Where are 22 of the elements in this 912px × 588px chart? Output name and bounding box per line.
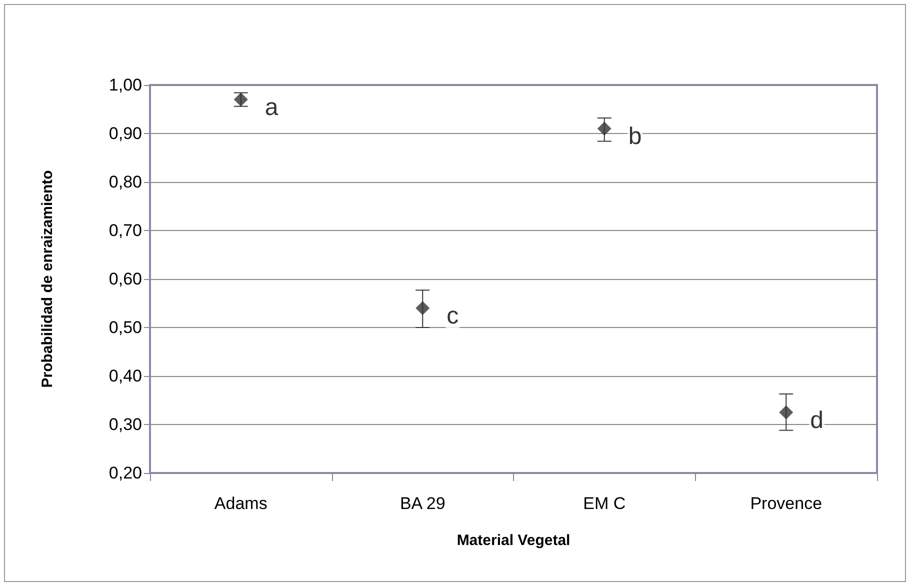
- point: [597, 122, 612, 136]
- x-tick-label: Provence: [750, 494, 822, 513]
- point: [416, 301, 430, 316]
- y-tick-label: 0,30: [108, 415, 142, 434]
- y-tick-label: 0,60: [108, 270, 142, 288]
- y-tick-label: 0,70: [108, 221, 142, 240]
- y-tick-label: 0,80: [108, 172, 142, 192]
- y-tick-label: 0,90: [108, 124, 142, 143]
- x-tick-label: Adams: [214, 494, 268, 513]
- x-tick-label: BA 29: [400, 494, 446, 513]
- y-tick-label: 0,50: [108, 318, 142, 337]
- y-axis-title: Probabilidad de enraizamiento: [39, 170, 56, 388]
- annotation: c: [446, 302, 459, 330]
- y-tick-label: 0,40: [108, 366, 142, 386]
- point: [779, 405, 794, 420]
- x-tick-label: EM C: [583, 494, 626, 513]
- x-axis-title: Material Vegetal: [456, 532, 570, 549]
- y-tick-label: 0,20: [108, 464, 142, 482]
- y-tick-label: 1,00: [108, 76, 142, 94]
- annotation: a: [264, 94, 279, 122]
- annotation: b: [628, 123, 642, 150]
- annotation: d: [810, 406, 824, 434]
